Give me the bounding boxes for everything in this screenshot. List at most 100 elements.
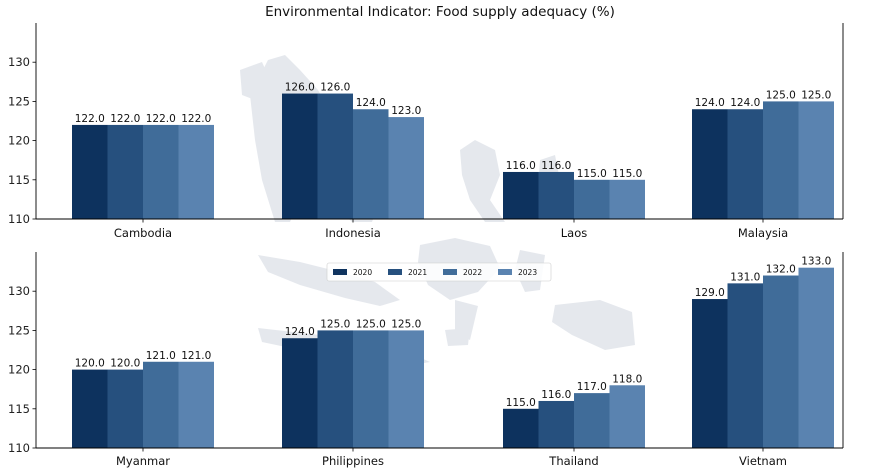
bar-malaysia-2022 [763, 101, 799, 219]
category-label-thailand: Thailand [548, 454, 598, 468]
axes-layer: 110 115 120 125 130 110 115 120 125 130 [8, 23, 844, 455]
y-tick-label-115-row-1: 115 [8, 173, 30, 187]
data-label-vietnam-2020: 129.0 [695, 287, 725, 299]
bar-philippines-2021 [317, 330, 353, 448]
data-label-vietnam-2021: 131.0 [730, 271, 760, 283]
legend-swatch-2023 [498, 269, 512, 275]
data-label-philippines-2020: 124.0 [285, 326, 315, 338]
data-label-myanmar-2020: 120.0 [75, 358, 105, 370]
y-tick-label-125-row-2: 125 [8, 323, 30, 337]
bar-indonesia-2020 [282, 93, 318, 219]
data-label-indonesia-2023: 123.0 [391, 105, 421, 117]
data-label-thailand-2022: 117.0 [577, 381, 607, 393]
bar-philippines-2020 [282, 338, 318, 448]
bar-myanmar-2022 [143, 361, 179, 448]
data-label-cambodia-2021: 122.0 [110, 113, 140, 125]
bar-thailand-2023 [609, 385, 645, 448]
bar-laos-2023 [609, 179, 645, 219]
bar-malaysia-2020 [692, 109, 728, 219]
data-label-malaysia-2022: 125.0 [766, 89, 796, 101]
category-label-cambodia: Cambodia [114, 226, 172, 240]
bar-cambodia-2022 [143, 124, 179, 219]
data-label-myanmar-2023: 121.0 [181, 350, 211, 362]
data-label-philippines-2021: 125.0 [320, 318, 350, 330]
bar-myanmar-2021 [107, 369, 143, 448]
legend-label-2020: 2020 [353, 268, 372, 277]
bar-group-laos: 116.0 116.0 115.0 115.0 Laos [503, 160, 645, 240]
data-label-malaysia-2023: 125.0 [801, 89, 831, 101]
data-label-myanmar-2022: 121.0 [146, 350, 176, 362]
data-label-laos-2022: 115.0 [577, 168, 607, 180]
bar-malaysia-2023 [798, 101, 834, 219]
bar-laos-2020 [503, 171, 539, 219]
bar-group-malaysia: 124.0 124.0 125.0 125.0 Malaysia [692, 89, 834, 240]
bar-philippines-2022 [353, 330, 389, 448]
bar-myanmar-2020 [72, 369, 108, 448]
data-label-cambodia-2023: 122.0 [181, 113, 211, 125]
bar-cambodia-2023 [178, 124, 214, 219]
legend-swatch-2020 [333, 269, 347, 275]
category-label-vietnam: Vietnam [739, 454, 787, 468]
data-label-vietnam-2023: 133.0 [801, 256, 831, 268]
bar-vietnam-2021 [727, 283, 763, 448]
bar-group-philippines: 124.0 125.0 125.0 125.0 Philippines [282, 318, 424, 468]
data-label-laos-2020: 116.0 [506, 160, 536, 172]
legend-frame [326, 262, 552, 282]
data-label-cambodia-2020: 122.0 [75, 113, 105, 125]
bar-myanmar-2023 [178, 361, 214, 448]
y-tick-label-125-row-1: 125 [8, 94, 30, 108]
y-tick-label-130-row-2: 130 [8, 284, 30, 298]
bar-laos-2021 [538, 171, 574, 219]
bar-group-myanmar: 120.0 120.0 121.0 121.0 Myanmar [72, 350, 214, 468]
data-label-indonesia-2020: 126.0 [285, 82, 315, 94]
bar-indonesia-2023 [388, 117, 424, 219]
bar-indonesia-2021 [317, 93, 353, 219]
legend-label-2022: 2022 [463, 268, 482, 277]
bar-group-indonesia: 126.0 126.0 124.0 123.0 Indonesia [282, 82, 424, 240]
bar-cambodia-2021 [107, 124, 143, 219]
y-tick-label-110-row-2: 110 [8, 441, 30, 455]
category-label-myanmar: Myanmar [116, 454, 170, 468]
bar-thailand-2022 [574, 393, 610, 448]
bar-vietnam-2022 [763, 275, 799, 448]
legend-swatch-2022 [443, 269, 457, 275]
y-tick-label-110-row-1: 110 [8, 212, 30, 226]
data-label-philippines-2022: 125.0 [356, 318, 386, 330]
category-label-laos: Laos [561, 226, 587, 240]
data-label-laos-2023: 115.0 [612, 168, 642, 180]
bar-group-vietnam: 129.0 131.0 132.0 133.0 Vietnam [692, 256, 834, 468]
bar-group-cambodia: 122.0 122.0 122.0 122.0 Cambodia [72, 113, 214, 240]
chart-title: Environmental Indicator: Food supply ade… [265, 4, 615, 20]
data-label-malaysia-2021: 124.0 [730, 97, 760, 109]
data-label-malaysia-2020: 124.0 [695, 97, 725, 109]
top-row-panels: 122.0 122.0 122.0 122.0 Cambodia 126.0 126.0 12… [72, 82, 834, 240]
data-label-thailand-2023: 118.0 [612, 373, 642, 385]
bar-vietnam-2023 [798, 267, 834, 448]
bar-group-thailand: 115.0 116.0 117.0 118.0 Thailand [503, 373, 645, 468]
bar-vietnam-2020 [692, 299, 728, 448]
legend-label-2021: 2021 [408, 268, 427, 277]
bar-indonesia-2022 [353, 109, 389, 219]
data-label-cambodia-2022: 122.0 [146, 113, 176, 125]
category-label-malaysia: Malaysia [738, 226, 788, 240]
legend: 2020 2021 2022 2023 [326, 262, 552, 282]
y-tick-label-120-row-2: 120 [8, 363, 30, 377]
data-label-myanmar-2021: 120.0 [110, 358, 140, 370]
bar-philippines-2023 [388, 330, 424, 448]
bar-thailand-2020 [503, 408, 539, 448]
bar-laos-2022 [574, 179, 610, 219]
data-label-vietnam-2022: 132.0 [766, 264, 796, 276]
bar-malaysia-2021 [727, 109, 763, 219]
category-label-philippines: Philippines [322, 454, 384, 468]
legend-swatch-2021 [388, 269, 402, 275]
bottom-row-panels: 120.0 120.0 121.0 121.0 Myanmar 124.0 125.0 125… [72, 256, 834, 468]
bar-cambodia-2020 [72, 124, 108, 219]
data-label-indonesia-2021: 126.0 [320, 82, 350, 94]
data-label-thailand-2021: 116.0 [541, 389, 571, 401]
bar-thailand-2021 [538, 400, 574, 448]
y-tick-label-130-row-1: 130 [8, 55, 30, 69]
data-label-philippines-2023: 125.0 [391, 318, 421, 330]
y-tick-label-115-row-2: 115 [8, 402, 30, 416]
category-label-indonesia: Indonesia [325, 226, 381, 240]
